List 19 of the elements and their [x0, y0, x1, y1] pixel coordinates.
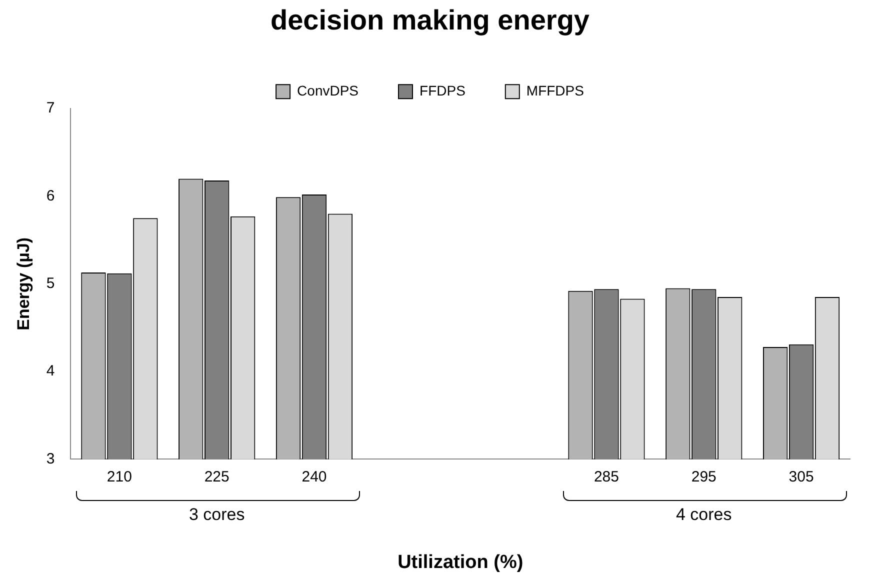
x-tick-label: 225: [204, 468, 230, 486]
x-tick-label: 240: [302, 468, 327, 486]
legend-label: ConvDPS: [297, 82, 359, 98]
y-axis-title: Energy (µJ): [14, 237, 33, 330]
x-axis-title: Utilization (%): [398, 552, 524, 573]
x-tick-label: 295: [691, 468, 716, 486]
y-tick-label: 6: [46, 187, 55, 204]
text: 4 cores: [676, 505, 732, 526]
legend-label: MFFDPS: [526, 82, 584, 98]
y-tick-label: 5: [46, 275, 55, 292]
y-tick-label: 3: [46, 450, 55, 468]
y-tick-label: 7: [46, 100, 55, 117]
text: 3 cores: [188, 505, 245, 526]
chart-title: decision making energy: [270, 4, 590, 36]
x-tick-label: 210: [106, 468, 132, 486]
legend-label: FFDPS: [420, 82, 466, 98]
y-tick-label: 4: [46, 362, 55, 380]
x-tick-label: 285: [594, 468, 619, 486]
x-tick-label: 305: [788, 468, 814, 486]
